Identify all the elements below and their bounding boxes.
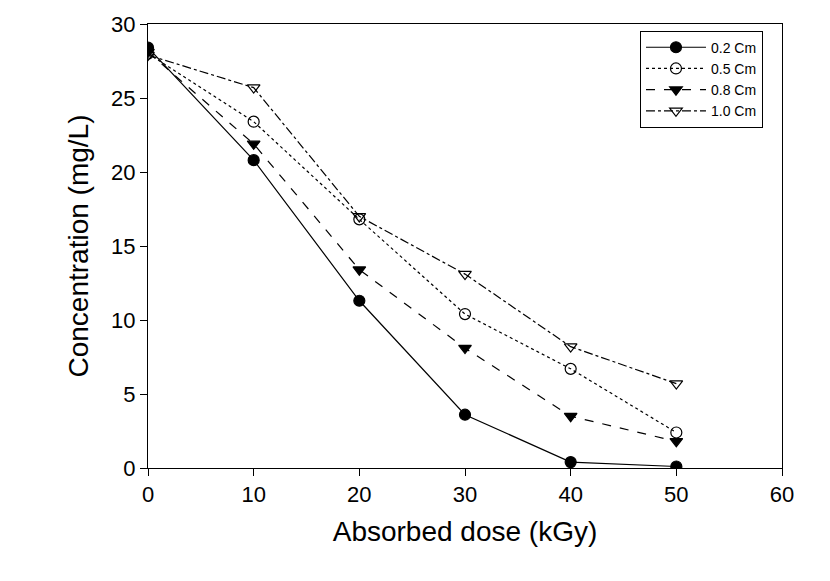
- svg-text:30: 30: [111, 12, 135, 37]
- svg-text:0.8 Cm: 0.8 Cm: [711, 82, 756, 98]
- svg-text:5: 5: [123, 382, 135, 407]
- svg-text:0.2 Cm: 0.2 Cm: [711, 40, 756, 56]
- svg-text:10: 10: [241, 482, 265, 507]
- svg-text:1.0 Cm: 1.0 Cm: [711, 103, 756, 119]
- svg-text:25: 25: [111, 86, 135, 111]
- svg-text:30: 30: [453, 482, 477, 507]
- svg-text:10: 10: [111, 308, 135, 333]
- svg-text:0: 0: [142, 482, 154, 507]
- svg-text:60: 60: [770, 482, 794, 507]
- svg-text:Absorbed dose (kGy): Absorbed dose (kGy): [333, 516, 598, 547]
- svg-text:20: 20: [347, 482, 371, 507]
- svg-text:40: 40: [558, 482, 582, 507]
- svg-text:Concentration (mg/L): Concentration (mg/L): [63, 114, 94, 377]
- svg-text:50: 50: [664, 482, 688, 507]
- svg-text:20: 20: [111, 160, 135, 185]
- svg-text:0.5 Cm: 0.5 Cm: [711, 61, 756, 77]
- svg-text:0: 0: [123, 456, 135, 481]
- svg-text:15: 15: [111, 234, 135, 259]
